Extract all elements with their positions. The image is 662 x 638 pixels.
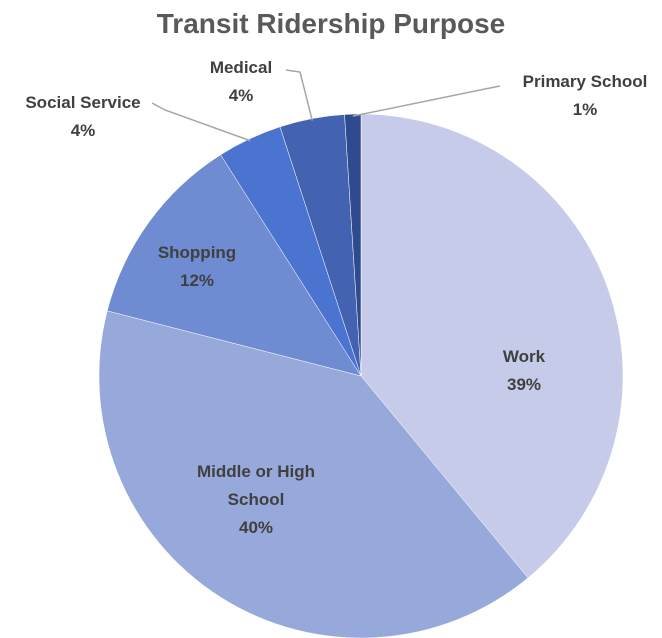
pie-slice [98, 310, 529, 638]
data-label: Middle or High School 40% [171, 458, 341, 542]
data-label: Medical 4% [191, 54, 291, 110]
label-category: Primary School [522, 72, 648, 91]
data-label: Work 39% [464, 343, 584, 399]
label-value: 39% [506, 375, 542, 394]
leader-line [151, 102, 251, 142]
label-category: Work [502, 347, 546, 366]
label-value: 40% [238, 518, 274, 537]
label-value: 4% [228, 86, 254, 105]
data-label: Primary School 1% [500, 68, 662, 124]
label-category: Social Service [25, 93, 141, 112]
data-label: Social Service 4% [3, 89, 163, 145]
label-category: Medical [209, 58, 273, 77]
chart-title: Transit Ridership Purpose [156, 8, 506, 39]
label-category: Middle or High School [196, 462, 316, 509]
data-label: Shopping 12% [137, 239, 257, 295]
label-value: 4% [70, 121, 96, 140]
leader-line [352, 85, 501, 117]
leader-line [285, 69, 314, 121]
label-category: Shopping [157, 243, 237, 262]
pie-slice [106, 154, 362, 377]
label-value: 12% [179, 271, 215, 290]
label-value: 1% [572, 100, 598, 119]
pie-slice [360, 113, 624, 579]
